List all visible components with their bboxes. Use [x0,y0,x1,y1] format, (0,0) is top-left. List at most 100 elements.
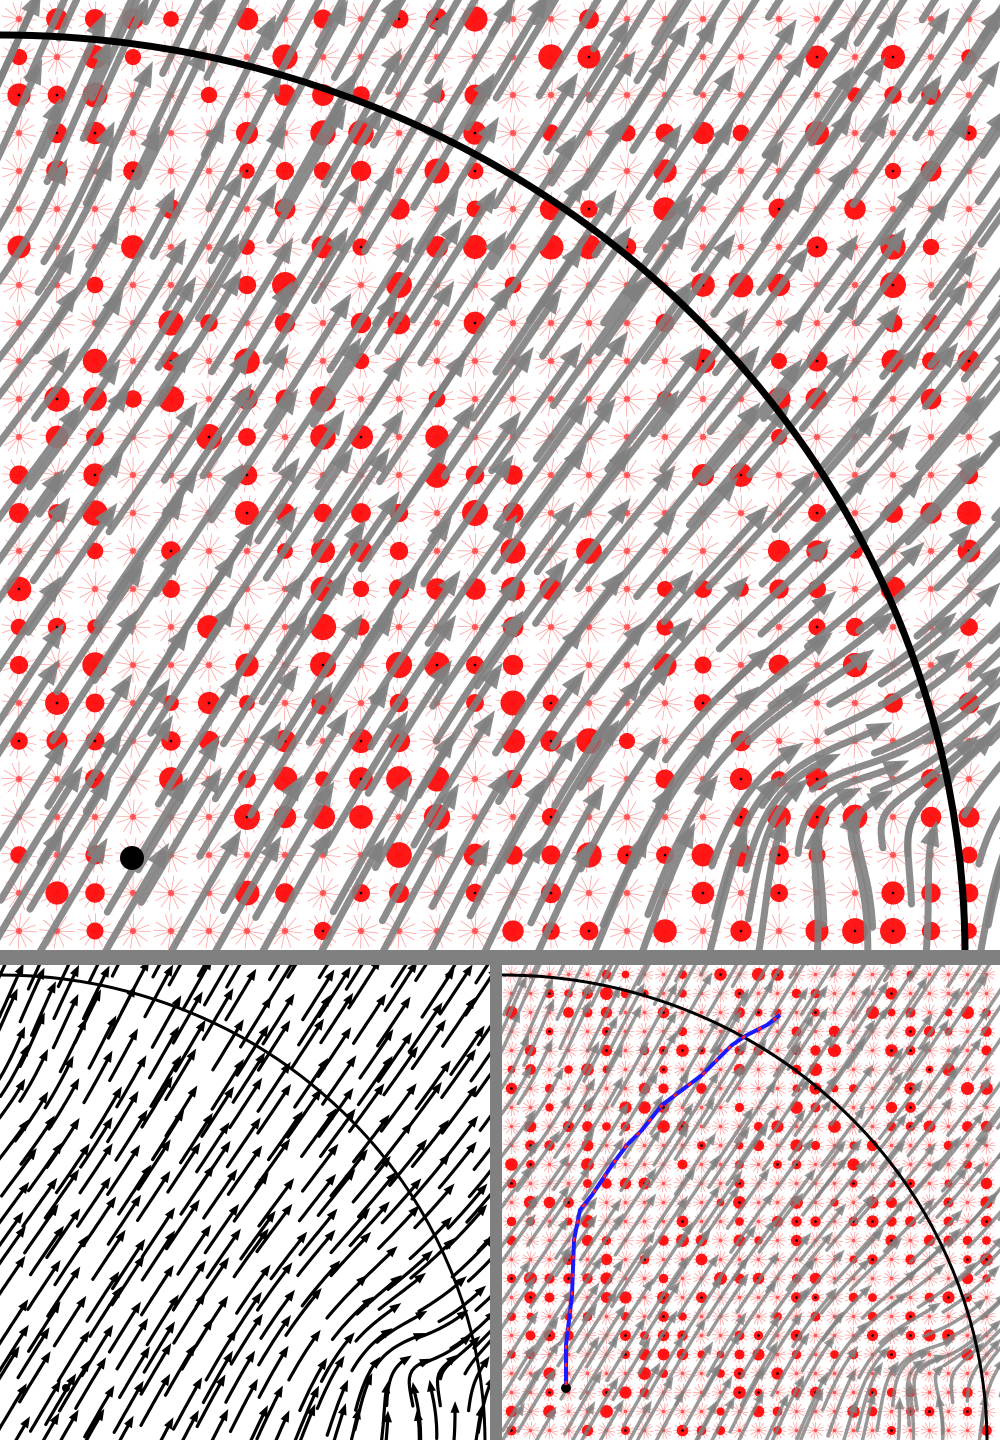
streamline [254,416,342,545]
marker-dot [965,972,970,977]
marker-dot [357,699,365,707]
streamline [284,1292,319,1337]
streamline [467,1360,488,1413]
streamline [415,1312,465,1340]
streamline [118,1420,132,1440]
streamline [229,1318,261,1366]
marker-center [625,853,629,857]
arrow-head [556,72,579,100]
arrow-head [231,965,233,966]
marker-dot [851,129,859,137]
arrow-head [594,189,617,217]
arrow-head [836,1156,848,1170]
arrow-head [273,1385,283,1398]
arrow-head [381,409,404,436]
marker-dot [129,471,137,479]
marker-dot [851,972,856,977]
arrow-head [670,280,693,307]
marker-center [549,815,553,819]
vector-field-main [0,0,1000,950]
marker-dot [813,91,821,99]
streamline [413,123,497,255]
streamline [476,1024,490,1047]
streamline [654,1394,683,1440]
marker-dot [737,889,745,897]
marker-spokes [153,1,189,37]
arrow-head [50,1301,61,1314]
arrow-head [86,837,108,865]
streamline [741,965,770,1007]
arrow-head [867,112,890,140]
marker-dot [528,1181,533,1186]
marker-dot [642,1029,647,1034]
marker-spokes [571,457,607,493]
arrow-head [669,1281,681,1295]
marker-spokes [920,1421,939,1440]
marker-dot [623,91,631,99]
marker-dot [889,1257,894,1262]
marker-dot [585,1257,590,1262]
arrow-head [484,230,507,258]
streamline [172,1297,204,1345]
marker-dot [680,1010,685,1015]
arrow-head [764,1219,777,1233]
streamline [377,1209,417,1250]
arrow-head [520,1165,533,1179]
streamline [140,1211,173,1259]
streamline [918,1170,966,1225]
streamline [904,432,1000,546]
marker-center [891,283,895,287]
streamline [274,1415,288,1440]
marker-center [909,1106,912,1109]
streamline [382,1050,416,1097]
marker-dot [813,15,821,23]
marker-dot [351,503,371,523]
arrow-head [735,1312,747,1326]
marker-spokes [844,1060,863,1079]
arrow-head [51,1380,61,1393]
marker-dot [502,920,524,942]
streamline [890,1351,927,1408]
arrow-head [731,1170,743,1184]
streamline [725,1171,768,1230]
marker-dot [984,1371,989,1376]
streamline [0,1152,35,1198]
streamline [0,1083,24,1120]
streamline [0,773,80,904]
streamline [502,1349,533,1401]
marker-dot [813,972,818,977]
streamline [819,1163,865,1219]
marker-center [605,1049,608,1052]
arrow-head [519,1259,531,1274]
arrow-head [854,1106,866,1120]
marker-center [891,891,895,895]
marker-dot [737,1295,742,1300]
streamline [555,1082,594,1143]
arrow-head [68,1409,79,1422]
streamline [232,1232,266,1279]
marker-dot [129,927,137,935]
marker-dot [623,813,631,821]
arrow-head [166,777,188,804]
arrow-head [215,1374,226,1387]
streamline [18,1017,44,1068]
streamline [534,1411,555,1440]
marker-dot [965,1371,970,1376]
marker-dot [45,881,69,905]
arrow-head [551,501,575,528]
marker-dot [642,1143,647,1148]
streamline [440,353,531,480]
marker-spokes [647,685,683,721]
arrow-head [195,1019,206,1032]
arrow-head [432,1002,443,1015]
arrow-head [613,50,636,77]
marker-dot [813,1371,818,1376]
arrow-head [830,109,854,137]
marker-spokes [521,1098,540,1117]
marker-dot [813,433,821,441]
arrow-head [89,774,112,802]
streamline [417,1279,463,1313]
marker-center [169,739,173,743]
marker-spokes [115,115,151,151]
marker-spokes [711,1003,730,1022]
